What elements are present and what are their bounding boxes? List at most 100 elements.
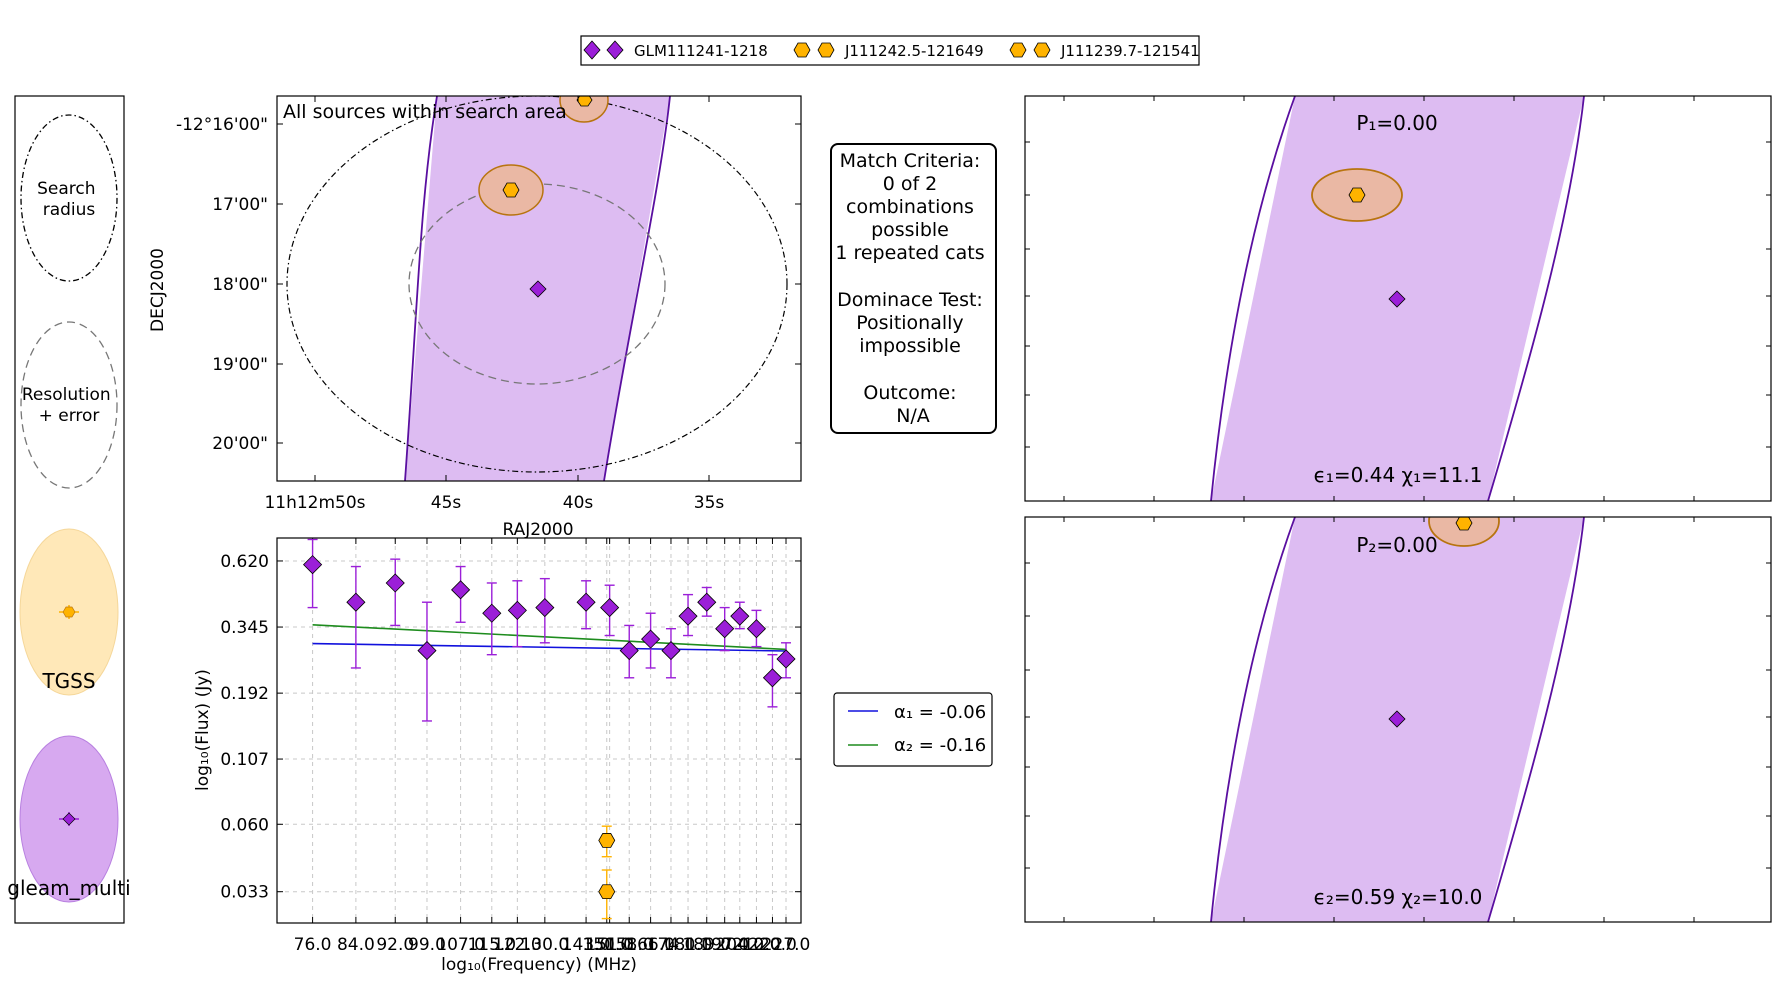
gleam-marker-c2 [1388,710,1406,728]
tgss-source-1-marker [502,182,520,198]
tgss-flux-point [598,884,616,900]
fit-line-alpha2 [312,623,787,651]
sed-xtick-label: 150.0 [582,935,631,955]
gleam-flux-point [346,592,366,612]
gleam-ellipse-c2-edge-right [1487,517,1585,922]
gleam-marker-c1 [1388,290,1406,308]
gleam-flux-point [385,573,405,593]
gleam-ellipse-c1-edge-left [1210,96,1296,501]
match-criteria-text: Match Criteria: 0 of 2 combinations poss… [835,150,990,427]
sed-ytick-label: 0.060 [220,815,269,835]
sed-xtick-label: 174.0 [647,935,696,955]
sed-xtick-label: 99.0 [408,935,446,955]
sed-xtick-label: 107.0 [436,935,485,955]
sed-xtick-label: 204.0 [715,935,764,955]
sky-xtick-label: 45s [431,493,462,513]
sky-xtick-label: 35s [694,493,725,513]
gleam-flux-point [576,592,596,612]
fit-legend: α₁ = -0.06 α₂ = -0.16 [833,692,993,767]
sed-yticks: 0.033 0.060 0.107 0.192 0.345 0.620 [220,552,801,903]
gleam-ellipse-c2-edge-left [1210,517,1296,922]
sed-xtick-label: 143.0 [562,935,611,955]
sed-ylabel: log₁₀(Flux) (Jy) [193,669,213,791]
gleam-flux-point [762,668,783,688]
fit1-legend-label: α₁ = -0.06 [894,702,986,723]
hexagon-icon [793,42,811,58]
top-legend: GLM111241-1218 J111242.5-121649 J111239.… [580,35,1200,66]
gleam-flux-point [730,606,750,626]
sky-ytick-label: 18'00" [212,275,268,295]
c2-ticks [1025,517,1771,922]
tgss-ellipse-2 [559,96,609,123]
legend-entry-tgss-2: J111239.7-121541 [1009,42,1200,60]
sky-ytick-label: 20'00" [212,434,268,454]
sed-xtick-label: 84.0 [337,935,375,955]
c2-stats: ϵ₂=0.59 χ₂=10.0 [1314,885,1483,909]
resolution-ellipse [20,321,118,489]
gleam-flux-point [641,629,661,649]
diamond-icon [606,40,624,60]
sed-xtick-label: 76.0 [294,935,332,955]
sky-ylabel: DECJ2000 [148,248,168,332]
match-criteria-box: Match Criteria: 0 of 2 combinations poss… [830,143,997,434]
sed-xtick-label: 151.0 [585,935,634,955]
gleam-flux-point [507,600,527,620]
sed-fit-lines [312,623,787,652]
sky-plot: All sources within search area 11h12m50s… [148,95,802,540]
sed-xtick-label: 189.0 [682,935,731,955]
gleam-ellipse-edge-left [404,96,438,481]
gleam-flux-point [678,606,698,626]
fit-line-alpha1 [312,642,787,652]
gleam-flux-point [482,603,502,623]
sed-xtick-label: 220.0 [748,935,797,955]
gleam-flux-point [776,649,796,669]
gleam-flux-point [600,598,620,618]
sky-xtick-label: 11h12m50s [264,493,365,513]
sed-plot: 76.0 84.0 92.099.0107.0115.0122.0130.0143.… [193,537,811,975]
tgss-source-2-marker [576,96,593,107]
combination-panel-2: P₂=0.00 ϵ₂=0.59 χ₂=10.0 [1024,516,1772,923]
sed-xtick-label: 122.0 [493,935,542,955]
search-radius-ring [286,96,788,473]
sky-ytick-label: 17'00" [212,195,268,215]
gleam-key-label: gleam_multi [7,876,130,900]
gleam-flux-point [661,641,681,661]
gleam-flux-point [715,619,735,639]
sed-xticks: 76.0 84.0 92.099.0107.0115.0122.0130.0143.… [294,538,811,955]
fit2-legend-label: α₂ = -0.16 [894,735,986,756]
key-panel: Search radius Resolution + error TGSS gl… [7,95,131,924]
sed-xtick-label: 130.0 [521,935,570,955]
c2-probability: P₂=0.00 [1356,533,1437,557]
sky-plot-title: All sources within search area [283,101,567,123]
gleam-flux-point [535,598,555,618]
gleam-ellipse-edge-right [603,96,671,481]
sed-ytick-label: 0.192 [220,684,269,704]
sed-xtick-label: 181.0 [664,935,713,955]
tgss-ellipse-c2 [1428,517,1500,547]
gleam-ellipse-c1-edge-right [1487,96,1585,501]
diamond-icon [583,40,601,60]
tgss-marker-c1 [1348,187,1366,203]
c1-probability: P₁=0.00 [1356,111,1437,135]
sed-ytick-label: 0.107 [220,750,269,770]
sed-xtick-label: 115.0 [467,935,516,955]
sed-xtick-label: 197.0 [700,935,749,955]
legend-label-tgss-1: J111242.5-121649 [844,42,984,60]
hexagon-icon [817,42,835,58]
sky-ytick-label: 19'00" [212,355,268,375]
gleam-source-marker [529,280,547,298]
sed-xtick-label: 166.0 [626,935,675,955]
gleam-flux-point [451,580,471,600]
gleam-flux-point [746,619,767,639]
sed-xtick-label: 158.0 [605,935,654,955]
sed-xtick-label: 227.0 [762,935,811,955]
gleam-marker-icon [62,812,76,826]
tgss-marker-icon [62,606,76,618]
sed-ytick-label: 0.620 [220,552,269,572]
hexagon-icon [1033,42,1051,58]
tgss-marker-c2 [1455,517,1473,531]
sed-ytick-label: 0.345 [220,618,269,638]
tgss-key-label: TGSS [41,669,95,693]
search-radius-label: Search radius [37,179,101,220]
gleam-flux-point [303,555,323,575]
